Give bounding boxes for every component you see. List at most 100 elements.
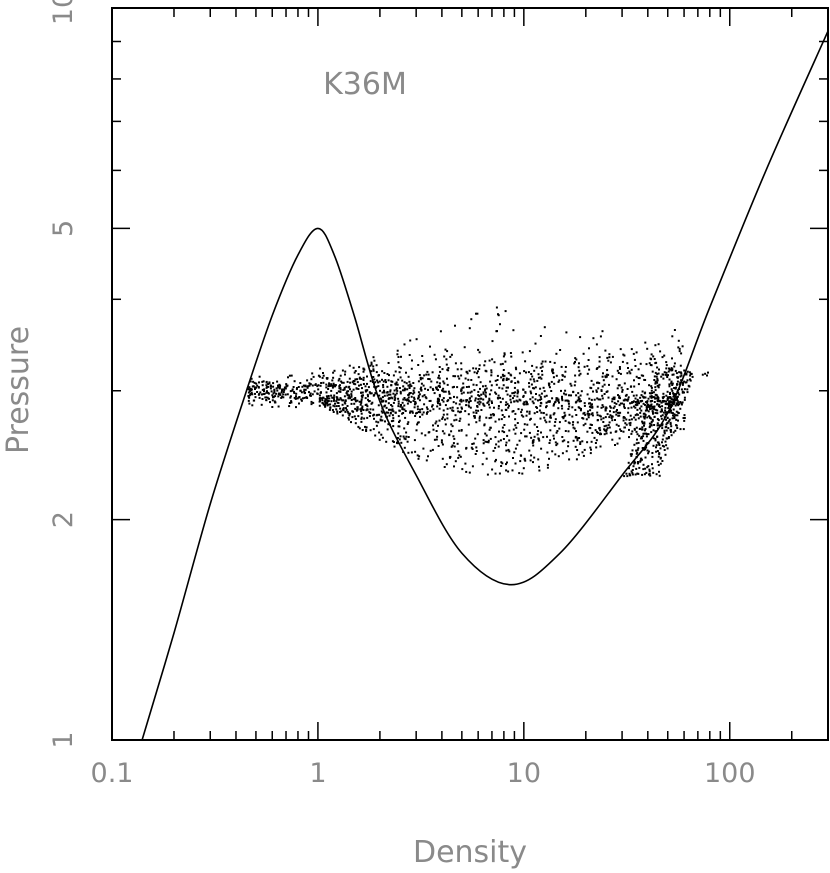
data-point <box>266 396 269 399</box>
data-point <box>487 439 490 442</box>
data-point <box>250 391 253 394</box>
data-point <box>579 443 582 445</box>
data-point <box>375 414 378 417</box>
data-point <box>529 390 532 393</box>
data-point <box>596 419 599 421</box>
data-point <box>293 396 296 399</box>
data-point <box>525 403 528 406</box>
data-point <box>369 380 372 383</box>
data-point <box>478 351 481 354</box>
data-point <box>557 400 560 402</box>
data-point <box>643 473 646 476</box>
data-point <box>586 430 589 433</box>
data-point <box>637 417 640 420</box>
data-point <box>398 438 401 441</box>
data-point <box>561 374 564 377</box>
data-point <box>527 371 530 374</box>
data-point <box>595 439 598 442</box>
data-point <box>654 411 657 414</box>
data-point <box>655 397 658 400</box>
data-point <box>360 400 363 403</box>
data-point <box>446 413 449 416</box>
data-point <box>350 402 353 405</box>
data-point <box>490 371 493 374</box>
data-point <box>463 346 466 349</box>
data-point <box>438 384 441 387</box>
data-point <box>592 337 595 340</box>
data-point <box>446 417 449 420</box>
data-point <box>536 379 539 382</box>
data-point <box>330 383 333 386</box>
data-point <box>589 409 592 412</box>
curve-layer <box>141 30 829 741</box>
data-point <box>596 411 599 414</box>
data-point <box>468 405 471 408</box>
data-point <box>669 391 672 394</box>
data-point <box>564 399 567 402</box>
data-point <box>490 369 493 372</box>
data-point <box>269 401 271 404</box>
data-point <box>644 428 647 430</box>
data-point <box>451 444 454 447</box>
data-point <box>324 405 327 408</box>
data-point <box>641 426 644 429</box>
data-point <box>469 400 472 402</box>
data-point <box>378 438 381 441</box>
data-point <box>346 393 349 396</box>
data-point <box>273 388 276 391</box>
data-point <box>602 421 605 423</box>
data-point <box>621 390 624 393</box>
data-point <box>478 395 481 397</box>
data-point <box>312 375 315 378</box>
data-point <box>494 446 497 449</box>
data-point <box>370 363 373 366</box>
data-point <box>639 437 642 440</box>
data-point <box>470 390 473 393</box>
data-point <box>433 438 436 441</box>
data-point <box>404 438 407 441</box>
data-point <box>414 450 417 453</box>
data-point <box>628 418 631 421</box>
data-point <box>543 395 546 398</box>
data-point <box>464 462 467 465</box>
data-point <box>316 392 319 395</box>
data-point <box>514 447 517 450</box>
data-point <box>410 385 413 388</box>
data-point <box>615 410 618 413</box>
data-point <box>599 445 602 448</box>
data-point <box>456 396 459 399</box>
data-point <box>574 380 577 383</box>
data-point <box>460 410 462 413</box>
data-point <box>590 424 593 426</box>
data-point <box>340 380 343 383</box>
data-point <box>520 432 523 435</box>
data-point <box>396 437 399 439</box>
data-point <box>456 386 459 389</box>
data-point <box>438 386 441 388</box>
data-point <box>656 384 659 387</box>
data-point <box>582 352 585 355</box>
data-point <box>646 466 649 469</box>
data-point <box>540 377 543 380</box>
data-point <box>678 347 681 350</box>
data-point <box>518 439 521 442</box>
data-point <box>528 412 531 415</box>
data-point <box>458 403 461 406</box>
data-point <box>534 342 537 345</box>
data-point <box>675 410 678 413</box>
data-point <box>665 367 668 370</box>
data-point <box>358 366 361 369</box>
data-point <box>677 391 680 394</box>
data-point <box>545 394 548 397</box>
data-point <box>401 406 404 409</box>
data-point <box>306 379 309 382</box>
data-point <box>425 373 428 376</box>
data-point <box>438 382 441 385</box>
data-point <box>495 383 498 386</box>
data-point <box>321 397 323 400</box>
data-point <box>667 436 670 438</box>
data-point <box>663 429 666 432</box>
data-point <box>345 392 348 395</box>
data-point <box>500 409 503 412</box>
data-point <box>387 379 390 382</box>
